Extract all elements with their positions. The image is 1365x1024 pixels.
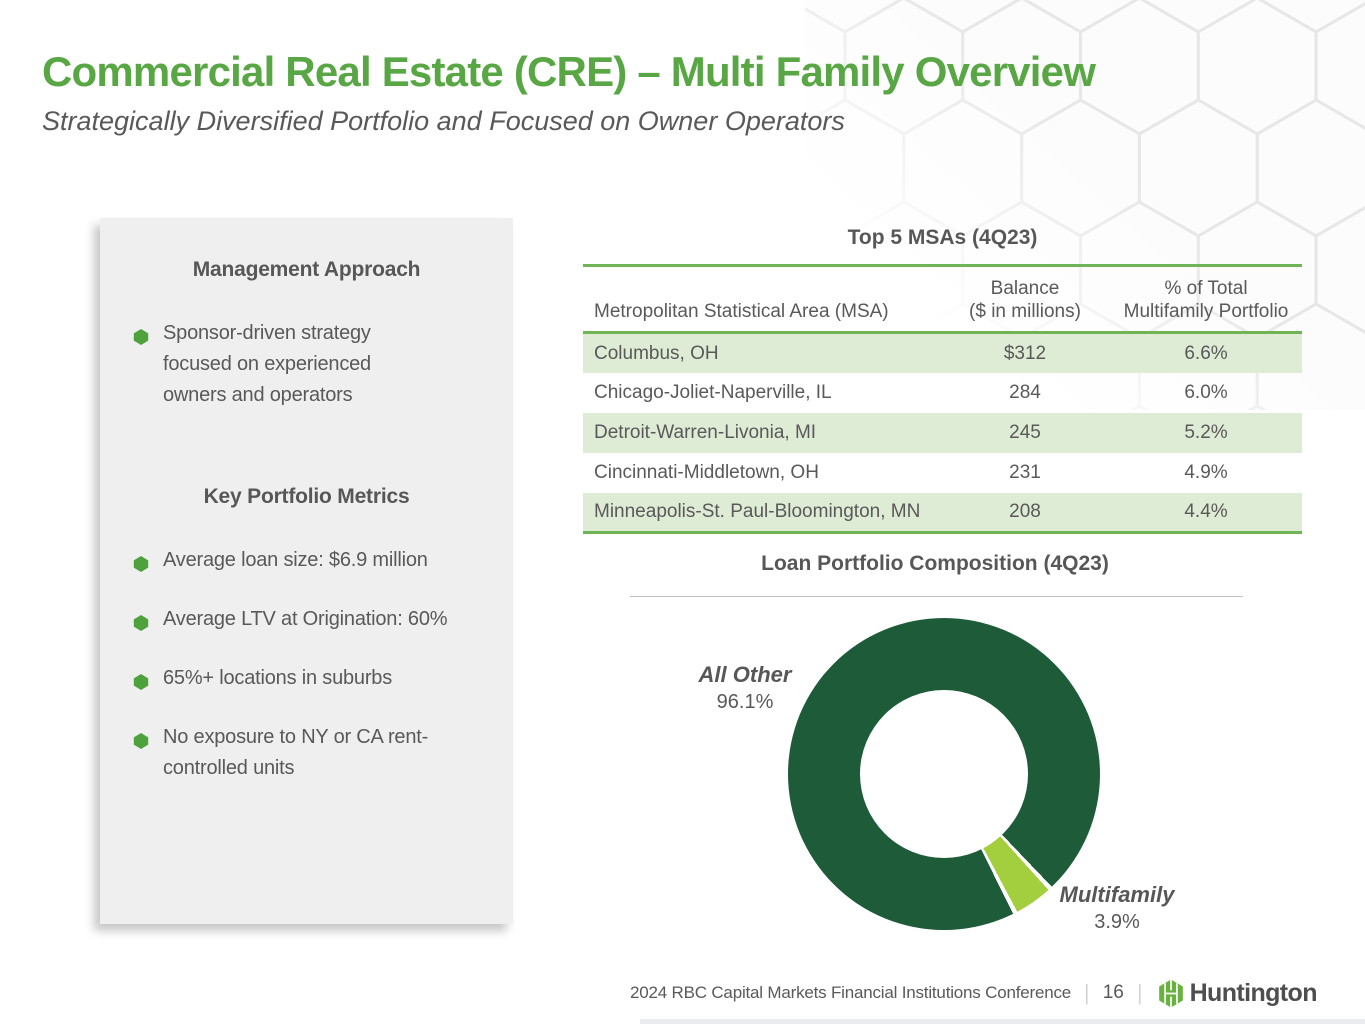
key-info-panel: Management Approach Sponsor-driven strat…: [100, 218, 513, 924]
table-cell: 231: [1009, 461, 1041, 483]
key-portfolio-metrics-heading: Key Portfolio Metrics: [203, 485, 410, 508]
hexagon-bullet-icon: [133, 552, 149, 583]
bullet-text: Sponsor-driven strategy focused on exper…: [163, 322, 371, 406]
msa-table: Metropolitan Statistical Area (MSA) Bala…: [583, 264, 1302, 535]
column-header-pct-line2: Multifamily Portfolio: [1123, 301, 1289, 323]
page-number: 16: [1102, 982, 1124, 1003]
multifamily-label: Multifamily: [1059, 882, 1175, 907]
bullet-text: Average loan size: $6.9 million: [163, 549, 428, 571]
bullet-item: No exposure to NY or CA rent-controlled …: [133, 722, 513, 784]
table-cell: Cincinnati-Middletown, OH: [594, 461, 819, 483]
bullet-text: No exposure to NY or CA rent-controlled …: [163, 726, 429, 779]
table-cell: 208: [1009, 501, 1041, 523]
huntington-logo: Huntington: [1158, 979, 1317, 1008]
conference-name: 2024 RBC Capital Markets Financial Insti…: [630, 983, 1072, 1002]
bullet-item: Sponsor-driven strategy focused on exper…: [133, 318, 513, 411]
bullet-text: Average LTV at Origination: 60%: [163, 608, 448, 630]
top-msas-section: Top 5 MSAs (4Q23) Metropolitan Statistic…: [583, 226, 1302, 535]
footer-divider: |: [1085, 980, 1089, 1005]
column-header-pct: % of Total Multifamily Portfolio: [1110, 266, 1302, 333]
page-title: Commercial Real Estate (CRE) – Multi Fam…: [42, 48, 1096, 95]
column-header-msa: Metropolitan Statistical Area (MSA): [594, 301, 889, 323]
chart-title-rule: [630, 596, 1243, 597]
bullet-item: Average LTV at Origination: 60%: [133, 604, 513, 642]
table-cell: 5.2%: [1184, 421, 1228, 443]
management-bullet-list: Sponsor-driven strategy focused on exper…: [100, 318, 513, 411]
hexagon-bullet-icon: [133, 729, 149, 760]
slide-footer: 2024 RBC Capital Markets Financial Insti…: [630, 976, 1317, 1010]
hexagon-bullet-icon: [133, 611, 149, 642]
multifamily-percentage: 3.9%: [1094, 911, 1140, 933]
table-cell: Minneapolis-St. Paul-Bloomington, MN: [594, 501, 921, 523]
slice-label-all-other: All Other 96.1%: [665, 662, 825, 714]
donut-chart: [788, 618, 1100, 930]
table-row: Minneapolis-St. Paul-Bloomington, MN 208 4…: [583, 492, 1302, 533]
footer-divider: |: [1138, 980, 1142, 1005]
all-other-percentage: 96.1%: [716, 691, 774, 713]
column-header-pct-line1: % of Total: [1164, 278, 1248, 299]
table-cell: Chicago-Joliet-Naperville, IL: [594, 381, 832, 403]
table-cell: 6.0%: [1184, 381, 1228, 403]
management-approach-heading: Management Approach: [192, 258, 421, 281]
column-header-balance-line1: Balance: [990, 278, 1060, 299]
huntington-wordmark: Huntington: [1189, 978, 1318, 1007]
column-header-balance-line2: ($ in millions): [969, 301, 1081, 323]
table-cell: $312: [1003, 342, 1047, 364]
loan-composition-section: Loan Portfolio Composition (4Q23) All Ot…: [560, 552, 1310, 962]
table-cell: Detroit-Warren-Livonia, MI: [594, 421, 817, 443]
table-row: Cincinnati-Middletown, OH 231 4.9%: [583, 453, 1302, 493]
msa-table-body: Columbus, OH $312 6.6% Chicago-Joliet-Naper…: [583, 332, 1302, 533]
table-cell: 4.9%: [1184, 461, 1228, 483]
page-subtitle: Strategically Diversified Portfolio and …: [42, 106, 845, 136]
bullet-text: 65%+ locations in suburbs: [163, 667, 393, 689]
table-cell: 6.6%: [1184, 342, 1228, 364]
hexagon-bullet-icon: [133, 670, 149, 701]
table-row: Detroit-Warren-Livonia, MI 245 5.2%: [583, 412, 1302, 453]
bullet-item: Average loan size: $6.9 million: [133, 545, 513, 583]
bullet-item: 65%+ locations in suburbs: [133, 663, 513, 701]
table-row: Columbus, OH $312 6.6%: [583, 332, 1302, 373]
hexagon-bullet-icon: [133, 325, 149, 356]
table-row: Chicago-Joliet-Naperville, IL 284 6.0%: [583, 373, 1302, 413]
metrics-bullet-list: Average loan size: $6.9 million Average L…: [100, 545, 513, 784]
table-cell: 245: [1009, 421, 1041, 443]
msa-table-title: Top 5 MSAs (4Q23): [847, 226, 1038, 249]
table-cell: Columbus, OH: [594, 342, 719, 364]
table-cell: 4.4%: [1184, 501, 1228, 523]
msa-table-header-row: Metropolitan Statistical Area (MSA) Bala…: [583, 266, 1302, 333]
bottom-edge-strip: [640, 1019, 1365, 1024]
column-header-balance: Balance ($ in millions): [940, 266, 1110, 333]
chart-title: Loan Portfolio Composition (4Q23): [761, 552, 1109, 575]
table-cell: 284: [1009, 381, 1041, 403]
huntington-hexagon-icon: [1158, 979, 1183, 1007]
all-other-label: All Other: [698, 662, 792, 687]
slice-label-multifamily: Multifamily 3.9%: [1032, 882, 1202, 934]
